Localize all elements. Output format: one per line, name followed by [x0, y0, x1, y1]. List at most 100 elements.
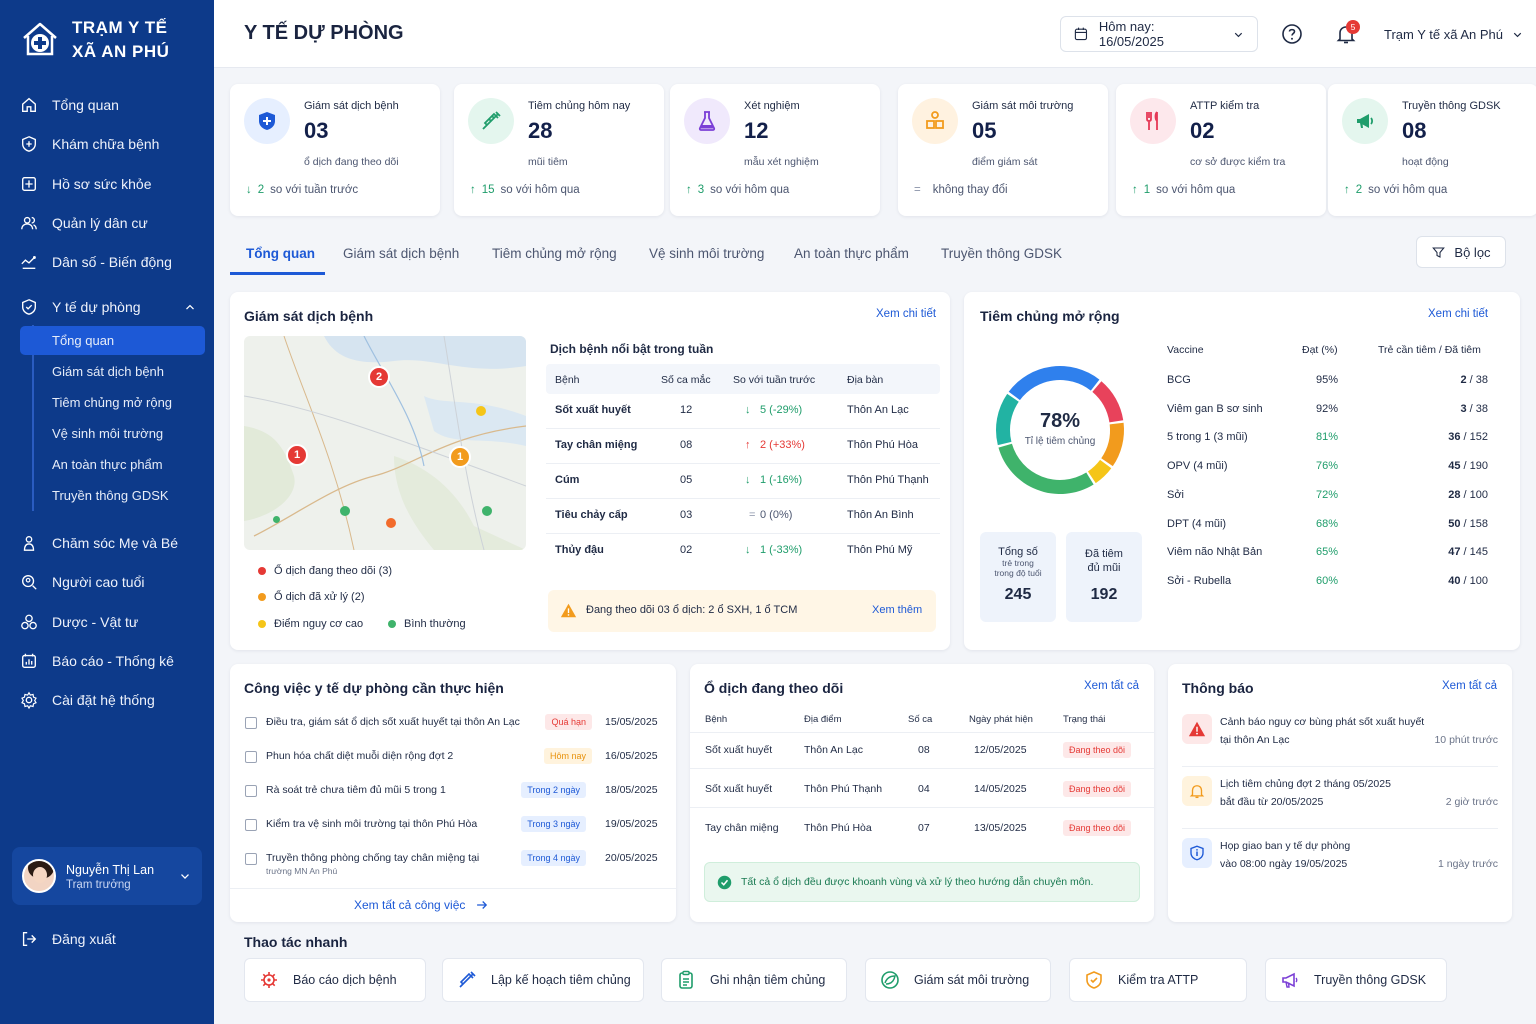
notification-time: 10 phút trước — [1434, 734, 1498, 746]
sidebar-item-health-records[interactable]: Hồ sơ sức khỏe — [20, 169, 205, 199]
health-record-icon — [22, 177, 36, 191]
tab-health-education[interactable]: Truyền thông GDSK — [941, 245, 1063, 261]
change-arrow: = — [749, 509, 756, 521]
notification-line1: Họp giao ban y tế dự phòng — [1220, 840, 1351, 852]
quick-action-disease-report[interactable]: Báo cáo dịch bệnh — [244, 958, 426, 1002]
user-role: Trạm trưởng — [66, 879, 131, 891]
normal-point[interactable] — [482, 506, 492, 516]
trend-number: 2 — [257, 184, 265, 196]
handled-outbreak-marker[interactable]: 1 — [449, 446, 471, 468]
notification-item[interactable]: Họp giao ban y tế dự phòng vào 08:00 ngày… — [1182, 838, 1498, 894]
kpi-card[interactable]: ATTP kiểm tra 02 cơ sở được kiểm tra ↑ 1 so v… — [1116, 84, 1326, 216]
view-all-link[interactable]: Xem tất cả — [1442, 680, 1497, 692]
alert-view-more-link[interactable]: Xem thêm — [872, 604, 923, 616]
vaccine-total: / 38 — [1469, 374, 1488, 386]
donut-segment — [1101, 422, 1124, 467]
tab-environment[interactable]: Vệ sinh môi trường — [649, 245, 765, 261]
outbreak-map[interactable]: 2 1 1 — [244, 336, 526, 550]
sidebar-item-treatment[interactable]: Khám chữa bệnh — [20, 129, 205, 159]
submenu-item-food-safety[interactable]: An toàn thực phẩm — [52, 457, 163, 472]
vaccine-name: 5 trong 1 (3 mũi) — [1167, 431, 1248, 444]
tab-disease[interactable]: Giám sát dịch bệnh — [343, 245, 460, 261]
environment-icon-badge — [912, 98, 958, 144]
task-checkbox[interactable] — [245, 785, 257, 797]
user-card[interactable]: Nguyễn Thị Lan Trạm trưởng — [12, 847, 202, 905]
chevron-down-icon — [1234, 32, 1243, 37]
sidebar-item-prevention[interactable]: Y tế dự phòng — [20, 292, 205, 322]
disease-place: Thôn An Bình — [847, 509, 914, 521]
vaccine-name: Viêm não Nhật Bản — [1167, 546, 1263, 559]
tab-food-safety[interactable]: An toàn thực phẩm — [794, 245, 909, 261]
kpi-card[interactable]: Truyền thông GDSK 08 hoạt động ↑ 2 so với hôm… — [1328, 84, 1536, 216]
submenu-item-environment[interactable]: Vệ sinh môi trường — [52, 426, 164, 441]
submenu-item-disease-surveillance[interactable]: Giám sát dịch bệnh — [52, 364, 165, 379]
notification-item[interactable]: Cảnh báo nguy cơ bùng phát sốt xuất huyế… — [1182, 714, 1498, 770]
task-checkbox[interactable] — [245, 853, 257, 865]
high-risk-point[interactable] — [476, 406, 486, 416]
sidebar-item-mother-baby[interactable]: Chăm sóc Mẹ và Bé — [20, 528, 205, 558]
quick-action-label: Ghi nhận tiêm chủng — [710, 973, 826, 987]
sidebar-item-population[interactable]: Dân số - Biến động — [20, 247, 205, 277]
vaccine-name: Viêm gan B sơ sinh — [1167, 402, 1263, 415]
filter-button[interactable]: Bộ lọc — [1416, 236, 1506, 268]
sidebar-item-label: Người cao tuổi — [52, 574, 145, 590]
help-icon[interactable] — [1280, 22, 1304, 46]
tab-vaccination[interactable]: Tiêm chủng mở rộng — [492, 245, 617, 261]
brand[interactable]: TRẠM Y TẾ XÃ AN PHÚ — [20, 16, 169, 64]
submenu-item-vaccination[interactable]: Tiêm chủng mở rộng — [52, 395, 173, 410]
handled-point[interactable] — [386, 518, 396, 528]
view-details-link[interactable]: Xem chi tiết — [1428, 308, 1489, 320]
section-title: Giám sát dịch bệnh — [244, 308, 374, 324]
view-all-link[interactable]: Xem tất cả — [1084, 680, 1139, 692]
notification-item[interactable]: Lịch tiêm chủng đợt 2 tháng 05/2025 bắt đ… — [1182, 776, 1498, 832]
task-date: 15/05/2025 — [605, 716, 658, 728]
sidebar-item-label: Dược - Vật tư — [52, 614, 139, 630]
quick-action-vaccination-plan[interactable]: Lập kế hoạch tiêm chủng — [442, 958, 644, 1002]
task-checkbox[interactable] — [245, 819, 257, 831]
quick-action-health-education[interactable]: Truyền thông GDSK — [1265, 958, 1447, 1002]
active-tab-indicator — [230, 272, 325, 275]
donut-label: Tỉ lệ tiêm chủng — [1024, 436, 1096, 447]
kpi-card[interactable]: Giám sát môi trường 05 điểm giám sát = không… — [898, 84, 1108, 216]
pharmacy-icon — [21, 614, 37, 630]
date-picker[interactable]: Hôm nay: 16/05/2025 — [1060, 16, 1258, 52]
vaccine-percent: 92% — [1316, 402, 1339, 415]
task-text: Điều tra, giám sát ổ dịch sốt xuất huyết… — [266, 716, 520, 728]
quick-action-food-safety[interactable]: Kiểm tra ATTP — [1069, 958, 1247, 1002]
outbreak-place: Thôn An Lạc — [804, 744, 863, 756]
notification-line1: Cảnh báo nguy cơ bùng phát sốt xuất huyế… — [1220, 716, 1425, 728]
view-details-link[interactable]: Xem chi tiết — [876, 308, 937, 320]
normal-point[interactable] — [273, 516, 280, 523]
header: Y TẾ DỰ PHÒNG Hôm nay: 16/05/2025 5 Trạm… — [214, 0, 1536, 68]
normal-point[interactable] — [340, 506, 350, 516]
logout-button[interactable]: Đăng xuất — [20, 924, 205, 954]
sidebar-item-overview[interactable]: Tổng quan — [20, 90, 205, 120]
sidebar-item-elderly[interactable]: Người cao tuổi — [20, 567, 205, 597]
kpi-card[interactable]: Tiêm chủng hôm nay 28 mũi tiêm ↑ 15 so với hô… — [454, 84, 664, 216]
tab-overview[interactable]: Tổng quan — [246, 245, 315, 261]
bell-icon-wrap — [1182, 776, 1212, 806]
submenu-item-health-education[interactable]: Truyền thông GDSK — [52, 488, 169, 503]
kpi-card[interactable]: Xét nghiệm 12 mẫu xét nghiệm ↑ 3 so với hôm q… — [670, 84, 880, 216]
quick-action-record-vaccination[interactable]: Ghi nhận tiêm chủng — [661, 958, 847, 1002]
task-text: Rà soát trẻ chưa tiêm đủ mũi 5 trong 1 — [266, 784, 446, 796]
outbreak-marker[interactable]: 2 — [368, 366, 390, 388]
disease-name: Cúm — [555, 474, 580, 486]
trend-number: 1 — [1143, 184, 1151, 196]
quick-action-environment[interactable]: Giám sát môi trường — [865, 958, 1051, 1002]
kpi-card[interactable]: Giám sát dịch bệnh 03 ổ dịch đang theo dõi… — [230, 84, 440, 216]
sidebar-item-settings[interactable]: Cài đặt hệ thống — [20, 685, 205, 715]
sidebar-item-residents[interactable]: Quản lý dân cư — [20, 208, 205, 238]
kpi-label: Tiêm chủng hôm nay — [528, 100, 631, 112]
submenu-item-overview[interactable]: Tổng quan — [20, 326, 205, 355]
change-arrow: ↑ — [745, 439, 751, 451]
legend-item: Ổ dịch đang theo dõi (3) — [258, 565, 392, 577]
view-all-tasks-link[interactable]: Xem tất cả công việc — [354, 898, 489, 912]
task-checkbox[interactable] — [245, 751, 257, 763]
sidebar-item-reports[interactable]: Báo cáo - Thống kê — [20, 646, 205, 676]
station-switcher[interactable]: Trạm Y tế xã An Phú — [1384, 27, 1524, 42]
task-checkbox[interactable] — [245, 717, 257, 729]
trend-text: không thay đổi — [932, 184, 1008, 196]
sidebar-item-pharmacy[interactable]: Dược - Vật tư — [20, 607, 205, 637]
outbreak-marker[interactable]: 1 — [286, 444, 308, 466]
